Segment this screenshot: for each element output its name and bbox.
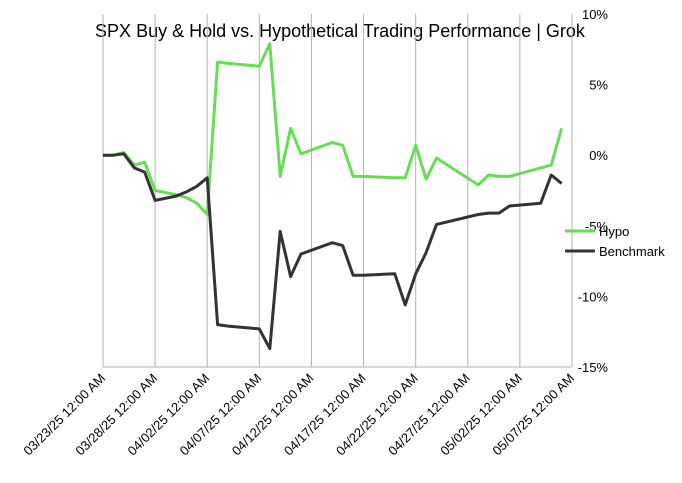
y-tick-label: 0% bbox=[589, 148, 608, 163]
chart-title: SPX Buy & Hold vs. Hypothetical Trading … bbox=[95, 21, 586, 41]
series-line-hypo bbox=[103, 42, 564, 216]
y-tick-label: -15% bbox=[578, 360, 609, 375]
y-tick-label: 10% bbox=[582, 7, 608, 22]
series-line-benchmark bbox=[103, 152, 563, 351]
y-tick-label: 5% bbox=[589, 78, 608, 93]
series-lines bbox=[103, 42, 564, 351]
legend: Hypo Benchmark bbox=[565, 224, 665, 259]
legend-label-hypo: Hypo bbox=[599, 224, 629, 239]
y-tick-label: -10% bbox=[578, 289, 609, 304]
grid-lines bbox=[102, 14, 573, 368]
legend-label-benchmark: Benchmark bbox=[599, 244, 665, 259]
y-axis-tick-labels: 10%5%0%-5%-10%-15% bbox=[578, 7, 609, 375]
